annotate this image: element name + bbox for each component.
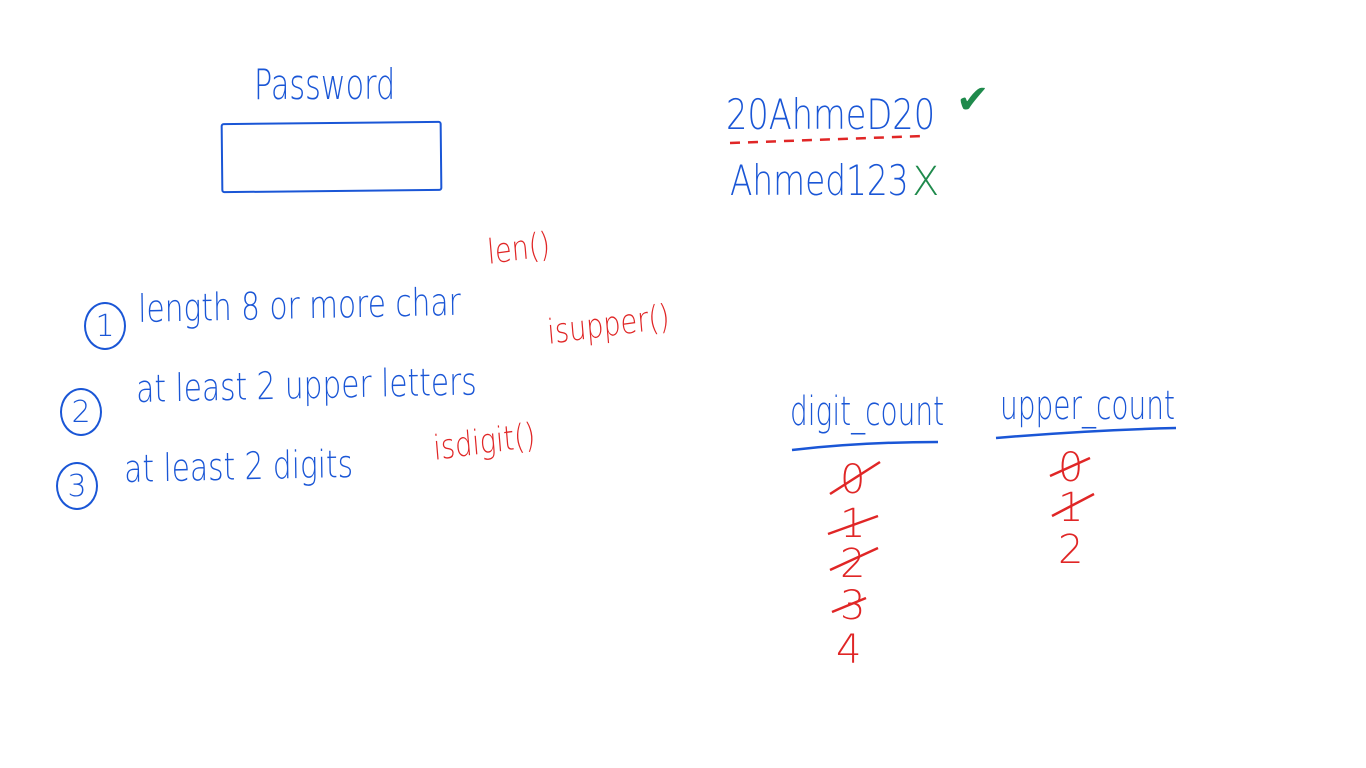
upper-count-value: 1 bbox=[1058, 485, 1084, 531]
rule-1-text: length 8 or more char bbox=[137, 279, 462, 331]
digit-count-value: 3 bbox=[840, 583, 866, 629]
digit-count-value: 4 bbox=[836, 627, 862, 673]
rule-1-number: 1 bbox=[84, 302, 126, 350]
isdigit-function-note: isdigit() bbox=[431, 415, 537, 469]
upper-count-value: 2 bbox=[1058, 527, 1084, 573]
rule-3-text: at least 2 digits bbox=[123, 441, 354, 491]
rule-2-number: 2 bbox=[60, 388, 102, 436]
check-icon: ✔ bbox=[956, 77, 990, 123]
upper-count-underline bbox=[995, 426, 1177, 440]
digit-count-underline bbox=[791, 440, 939, 452]
upper-count-value: 0 bbox=[1058, 445, 1084, 491]
isupper-function-note: isupper() bbox=[545, 296, 672, 353]
example-invalid-password: Ahmed123 bbox=[730, 156, 909, 205]
cross-icon: X bbox=[912, 159, 940, 205]
digit-count-value: 0 bbox=[840, 457, 866, 503]
digit-count-value: 1 bbox=[840, 501, 866, 547]
password-input-box[interactable] bbox=[220, 120, 443, 194]
upper-count-header: upper_count bbox=[1000, 383, 1176, 429]
digit-count-value: 2 bbox=[840, 541, 866, 587]
password-label: Password bbox=[254, 60, 396, 109]
rule-2-text: at least 2 upper letters bbox=[135, 359, 477, 411]
rule-3-number: 3 bbox=[56, 462, 98, 510]
len-function-note: len() bbox=[485, 224, 552, 273]
digit-count-header: digit_count bbox=[790, 389, 945, 435]
example-valid-password: 20AhmeD20 bbox=[726, 90, 936, 139]
